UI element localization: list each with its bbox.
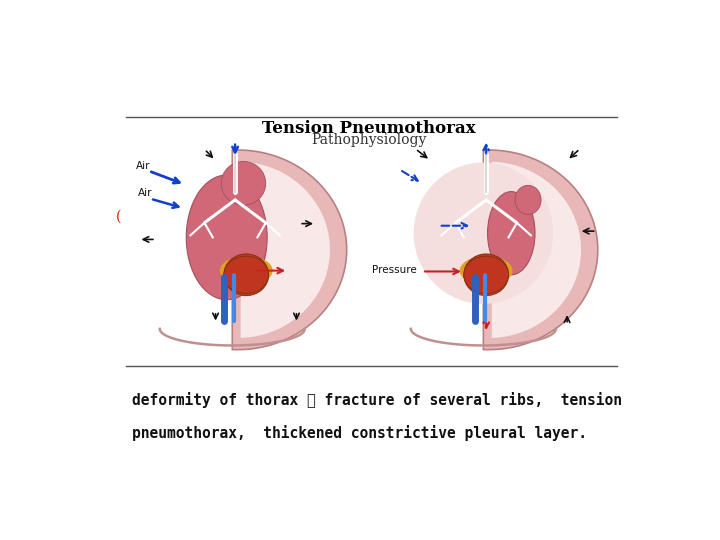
Text: Pathophysiology: Pathophysiology: [311, 133, 427, 147]
Text: Pressure: Pressure: [372, 265, 417, 275]
Polygon shape: [483, 150, 598, 349]
Text: (: (: [117, 210, 122, 224]
Text: Air: Air: [136, 161, 150, 171]
Ellipse shape: [186, 175, 267, 300]
Ellipse shape: [413, 163, 553, 304]
Ellipse shape: [224, 254, 269, 295]
Ellipse shape: [464, 254, 508, 295]
Ellipse shape: [224, 256, 269, 294]
Text: deformity of thorax ， fracture of several ribs,  tension: deformity of thorax ， fracture of severa…: [132, 392, 622, 408]
Text: Air: Air: [138, 188, 152, 198]
Polygon shape: [233, 150, 346, 349]
Polygon shape: [489, 161, 581, 338]
Ellipse shape: [220, 256, 273, 285]
Ellipse shape: [459, 256, 513, 285]
Ellipse shape: [464, 256, 508, 294]
Text: pneumothorax,  thickened constrictive pleural layer.: pneumothorax, thickened constrictive ple…: [132, 425, 587, 441]
Text: Tension Pneumothorax: Tension Pneumothorax: [262, 120, 476, 137]
Polygon shape: [238, 161, 330, 338]
Ellipse shape: [515, 185, 541, 214]
Ellipse shape: [221, 161, 266, 205]
Ellipse shape: [487, 192, 535, 275]
